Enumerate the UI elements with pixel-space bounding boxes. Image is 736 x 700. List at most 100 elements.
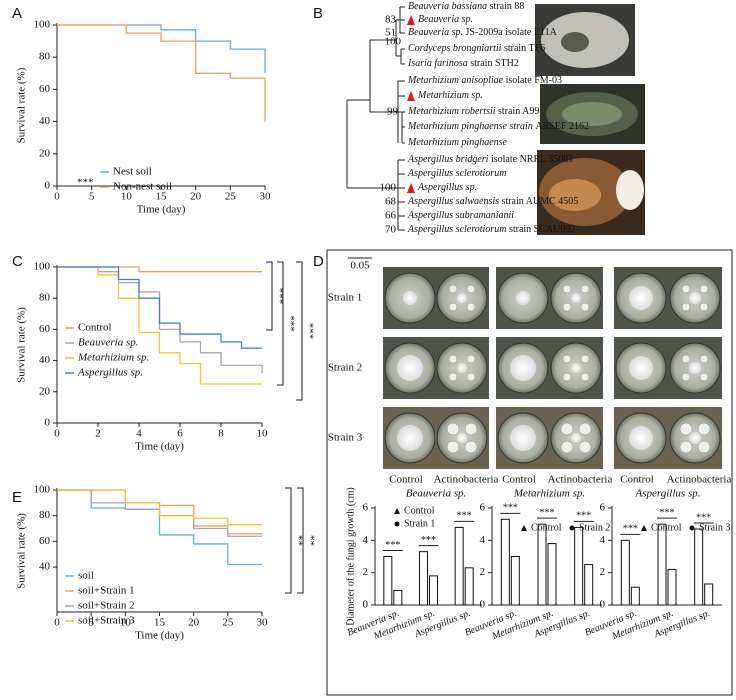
leaf-label: Metarhizium pinghaense strain ARSEF 2162: [407, 121, 589, 132]
actino-colony: [562, 354, 572, 364]
bar: [500, 518, 510, 606]
y-tick-label: 0: [45, 180, 51, 192]
leaf-name: Metarhizium robertsii: [407, 106, 496, 117]
x-tick-label: 5: [89, 191, 95, 203]
fungus-label: Beauveria sp.: [406, 488, 466, 500]
colony: [629, 426, 653, 450]
actino-colony: [578, 422, 592, 436]
x-axis-label: Time (day): [135, 630, 184, 642]
survival-line: [57, 489, 262, 526]
leaf-suffix: strain SCAU092: [509, 224, 575, 235]
highlight-marker: [407, 91, 415, 101]
column-label: Actinobacteria: [434, 474, 499, 486]
legend-marker: [521, 525, 527, 531]
x-tick-label: 0: [54, 191, 60, 203]
legend-label: Metarhizium sp.: [77, 352, 149, 364]
actino-colony: [446, 440, 460, 454]
column-label: Actinobacteria: [548, 474, 613, 486]
actino-colony: [448, 302, 458, 312]
actino-colony: [446, 422, 460, 436]
actino-colony: [466, 372, 476, 382]
legend-label: Non-nest soil: [113, 181, 172, 193]
leaf-name: Metarhizium pinghaense: [407, 137, 508, 148]
x-tick-label: 6: [177, 428, 183, 440]
colony: [689, 432, 701, 444]
fungus-label: Metarhizium sp.: [513, 488, 585, 500]
y-tick-label: 4: [480, 534, 486, 546]
leaf-suffix: strain A99: [498, 106, 539, 117]
bootstrap: 66: [385, 210, 397, 222]
bootstrap: 83: [385, 14, 397, 26]
bar: [393, 589, 403, 606]
row-label: Strain 2: [328, 362, 363, 374]
leaf-label: Metarhizium pinghaense: [407, 137, 508, 148]
colony: [397, 355, 423, 381]
colony: [457, 433, 467, 443]
actino-colony: [679, 440, 693, 454]
panel-label: E: [12, 489, 22, 506]
colony: [629, 356, 653, 380]
x-tick-label: 15: [156, 191, 168, 203]
legend-label: Control: [78, 322, 112, 334]
annotation: **: [292, 535, 304, 546]
actino-colony: [464, 422, 478, 436]
colony: [689, 292, 701, 304]
column-label: Actinobacteria: [667, 474, 732, 486]
actino-colony: [562, 284, 572, 294]
leaf-name: Beauveria sp.: [418, 14, 473, 25]
legend-label: Strain 3: [699, 522, 730, 533]
actino-colony: [562, 372, 572, 382]
bar: [383, 556, 393, 606]
legend-marker: [569, 525, 575, 531]
legend-label: Nest soil: [113, 166, 152, 178]
leaf-name: Beauveria bassiana: [408, 1, 487, 12]
colony: [571, 363, 581, 373]
y-tick-label: 2: [480, 566, 486, 578]
actino-colony: [681, 302, 691, 312]
x-tick-label: 30: [257, 617, 269, 629]
bootstrap: 51: [385, 27, 396, 39]
actino-colony: [699, 354, 709, 364]
leaf-name: Isaria farinosa: [407, 58, 468, 69]
legend-label: Control: [531, 522, 562, 533]
actino-colony: [699, 372, 709, 382]
actino-colony: [448, 284, 458, 294]
leaf-label: Beauveria bassiana strain 88: [408, 1, 524, 12]
legend-label: soil: [78, 570, 94, 582]
leaf-suffix: strain TF6: [504, 43, 545, 54]
y-tick-label: 0: [480, 599, 486, 611]
leaf-label: Aspergillus sclerotiorum: [407, 168, 506, 179]
y-tick-label: 80: [39, 51, 51, 63]
panel-label: D: [313, 253, 324, 270]
column-label: Control: [389, 474, 423, 486]
leaf-label: Isaria farinosa strain STH2: [407, 58, 519, 69]
panel-frame: [326, 249, 733, 696]
actino-colony: [580, 302, 590, 312]
x-tick-label: 15: [154, 617, 166, 629]
annotation: ***: [660, 507, 675, 518]
leaf-label: Aspergillus salwaensis strain AUMC 4505: [407, 196, 578, 207]
annotation: ***: [576, 511, 591, 522]
x-tick-label: 2: [95, 428, 101, 440]
specimen-photos: [535, 4, 645, 235]
highlight-marker: [407, 183, 415, 193]
actino-colony: [562, 302, 572, 312]
leaf-name: Aspergillus sp.: [417, 182, 477, 193]
y-tick-label: 60: [39, 323, 51, 335]
x-tick-label: 30: [260, 191, 272, 203]
bar: [584, 564, 594, 606]
colony: [457, 363, 467, 373]
annotation: ***: [273, 288, 285, 305]
survival-line: [57, 24, 266, 122]
colony: [629, 286, 653, 310]
y-axis-label: Diameter of the fungi growth (cm): [345, 487, 356, 626]
legend-marker: [394, 508, 400, 514]
actino-colony: [580, 372, 590, 382]
bar: [630, 586, 640, 606]
survival-line: [57, 489, 262, 566]
legend-label: Aspergillus sp.: [77, 367, 143, 379]
y-tick-label: 60: [39, 83, 51, 95]
x-tick-label: 20: [190, 191, 202, 203]
actino-colony: [681, 372, 691, 382]
actino-colony: [448, 372, 458, 382]
